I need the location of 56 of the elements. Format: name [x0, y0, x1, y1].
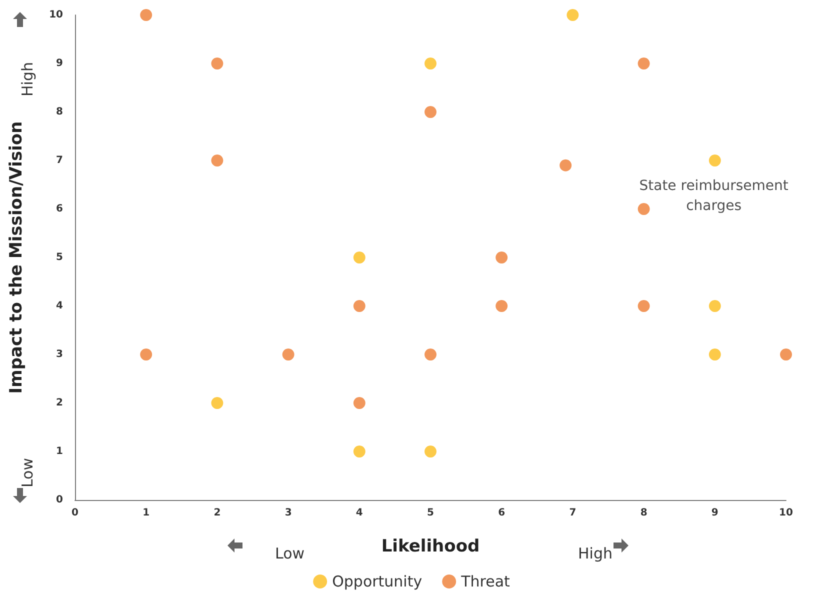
point [566, 9, 579, 21]
legend-label: Opportunity [332, 572, 422, 590]
point [638, 203, 650, 215]
point [424, 106, 436, 118]
x-tick-label: 6 [498, 508, 506, 518]
y-axis-title: Impact to the Mission/Vision [6, 121, 26, 394]
point [211, 397, 224, 409]
x-tick-label: 0 [72, 508, 79, 518]
x-tick-label: 4 [356, 508, 363, 518]
y-tick-label: 4 [56, 300, 64, 312]
x-tick-label: 5 [427, 508, 434, 518]
y-tick-label: 6 [56, 204, 64, 214]
point [353, 300, 366, 312]
point [424, 348, 436, 360]
x-tick-label: 7 [569, 508, 576, 518]
point [140, 348, 152, 360]
legend-label: Threat [460, 572, 510, 590]
text: Low [275, 544, 305, 562]
point [496, 300, 508, 312]
x-tick-label: 3 [284, 508, 292, 518]
point [282, 348, 294, 360]
x-tick-label: 8 [640, 508, 648, 518]
y-tick-label: 5 [56, 252, 64, 263]
point [496, 252, 508, 264]
point [211, 154, 224, 166]
y-tick-label: 0 [56, 494, 64, 506]
x-tick-label: 9 [711, 508, 718, 518]
point [353, 397, 366, 409]
point [780, 348, 792, 360]
point [353, 446, 366, 458]
y-tick-label: 1 [56, 446, 64, 457]
y-tick-label: 9 [56, 58, 64, 69]
point [708, 154, 721, 166]
y-tick-label: 8 [56, 106, 64, 118]
point [708, 300, 721, 312]
y-tick-label: 10 [49, 10, 64, 20]
text: High [18, 62, 36, 96]
y-tick-label: 7 [56, 155, 64, 166]
text: High [578, 544, 612, 562]
point [211, 58, 224, 70]
point [638, 58, 650, 70]
point [140, 9, 152, 21]
point [560, 159, 572, 172]
annotation: State reimbursement charges [639, 178, 789, 214]
y-tick-label: 3 [56, 349, 64, 360]
x-tick-label: 10 [779, 508, 793, 518]
point [638, 300, 650, 312]
x-axis-title: Likelihood [381, 536, 480, 556]
point [353, 252, 366, 264]
y-tick-label: 2 [56, 398, 64, 408]
point [708, 348, 721, 360]
point [424, 446, 436, 458]
point [424, 58, 436, 70]
x-tick-label: 2 [214, 508, 221, 518]
text: Low [18, 458, 36, 488]
x-tick-label: 1 [142, 508, 150, 518]
